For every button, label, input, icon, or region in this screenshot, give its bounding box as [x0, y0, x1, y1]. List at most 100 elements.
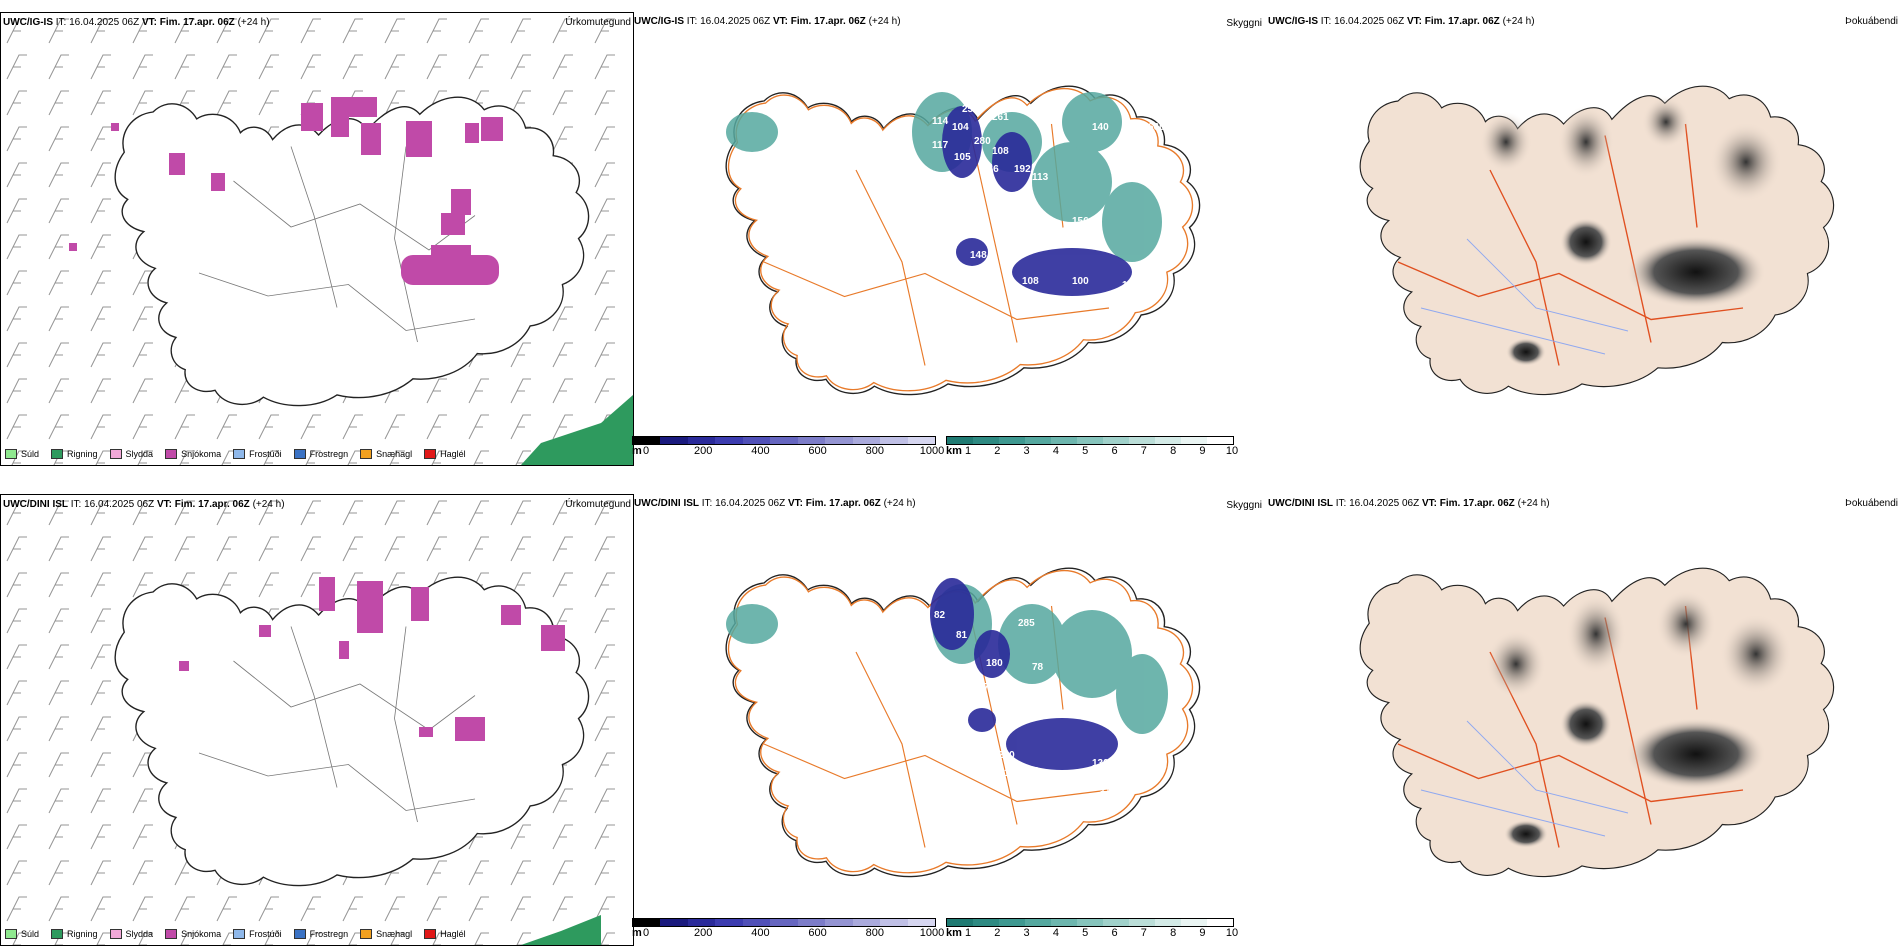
- vis-value-label: 660: [1148, 122, 1165, 133]
- tick-label: 1: [964, 445, 972, 457]
- visibility-panel-top: 114 104 255 261 860 140 660 117 280 108 105 166 192 1…: [632, 12, 1266, 464]
- vis-value-label: 169: [964, 184, 981, 195]
- colorbar-cell: [880, 437, 908, 444]
- colorbar-cell: [687, 919, 716, 926]
- swatch-icon: [109, 449, 122, 459]
- tick-label: 8: [1170, 927, 1177, 939]
- tick-label: 0: [642, 927, 650, 939]
- colorbar-cell: [1025, 919, 1051, 926]
- tick-label: 1000: [919, 445, 945, 457]
- fog-panel-bottom: UWC/DINI ISL IT: 16.04.2025 06Z VT: Fim.…: [1266, 494, 1900, 946]
- colorbar-cell: [999, 437, 1025, 444]
- vis-value-label: 198: [1004, 768, 1021, 779]
- panel-title-precip-top: Úrkomutegund: [565, 17, 631, 28]
- vis-value-label: 114: [932, 116, 949, 127]
- vis-value-label: 81: [972, 276, 984, 287]
- colorbar-cell: [907, 919, 935, 926]
- legend-item: Snæhagl: [360, 449, 412, 459]
- vis-ticks: 1 2 3 4 5 6 7 8 9 10: [964, 445, 1238, 457]
- vis-cells: [946, 436, 1234, 445]
- colorbar-cell: [1025, 437, 1051, 444]
- fog-panel-top: UWC/IG-IS IT: 16.04.2025 06Z VT: Fim. 17…: [1266, 12, 1900, 464]
- tick-label: 400: [751, 927, 770, 939]
- colorbar-cell: [880, 919, 908, 926]
- tick-label: 9: [1199, 445, 1206, 457]
- header-bottom-fog: UWC/DINI ISL IT: 16.04.2025 06Z VT: Fim.…: [1268, 498, 1550, 509]
- swatch-icon: [165, 929, 178, 939]
- cloud-base-ticks: 0 200 400 600 800 1000: [643, 445, 944, 457]
- swatch-icon: [51, 929, 64, 939]
- tick-label: 10: [1225, 927, 1239, 939]
- swatch-icon: [293, 929, 306, 939]
- legend-item: Frostúði: [233, 449, 282, 459]
- colorbar-cell: [1077, 437, 1103, 444]
- vis-value-label: 140: [1032, 788, 1049, 799]
- sea-precip-top: [521, 395, 633, 465]
- vis-value-label: 104: [952, 122, 969, 133]
- tick-label: 5: [1082, 927, 1089, 939]
- legend-item: Slydda: [109, 929, 153, 939]
- legend-item: Frostúði: [233, 929, 282, 939]
- vis-value-label: 860: [1032, 112, 1049, 123]
- precip-map-top: [1, 13, 633, 465]
- tick-label: 1000: [919, 927, 945, 939]
- legend-item: Frostregn: [293, 449, 348, 459]
- tick-label: 1: [964, 927, 972, 939]
- swatch-icon: [360, 449, 373, 459]
- tick-label: 4: [1052, 927, 1059, 939]
- vis-value-label: 192: [1014, 164, 1031, 175]
- colorbar-cell: [633, 437, 661, 444]
- colorbar-cell: [1155, 437, 1181, 444]
- vis-value-label: 82: [934, 610, 946, 621]
- colorbar-cell: [907, 437, 935, 444]
- colorbar-cell: [973, 919, 999, 926]
- vis-unit: km: [946, 927, 962, 939]
- fog-map-bottom: [1359, 567, 1835, 878]
- precip-legend-top: Súld Rigning Slydda Snjókoma Frostúði Fr…: [5, 449, 466, 459]
- cloud-base-unit: m: [632, 445, 642, 457]
- precip-type-panel-bottom: UWC/DINI ISL IT: 16.04.2025 06Z VT: Fim.…: [0, 494, 634, 946]
- tick-label: 3: [1023, 927, 1030, 939]
- vis-colorbar-top: 1 2 3 4 5 6 7 8 9 10 km: [946, 436, 1238, 457]
- legend-item: Snjókoma: [165, 449, 221, 459]
- swatch-icon: [293, 449, 306, 459]
- tick-label: 5: [1082, 445, 1089, 457]
- tick-label: 800: [865, 927, 884, 939]
- legend-item: Snæhagl: [360, 929, 412, 939]
- vis-value-label: 285: [1018, 618, 1035, 629]
- tick-label: 9: [1199, 927, 1206, 939]
- sea-precip-bottom: [521, 915, 601, 945]
- colorbar-cell: [1207, 919, 1233, 926]
- tick-label: 2: [994, 445, 1001, 457]
- vis-value-label: 90: [954, 674, 966, 685]
- colorbar-cell: [825, 919, 853, 926]
- header-bottom-precip: UWC/DINI ISL IT: 16.04.2025 06Z VT: Fim.…: [3, 499, 285, 510]
- vis-value-label: 108: [1022, 276, 1039, 287]
- tick-label: 7: [1140, 927, 1147, 939]
- panel-title-vis-bottom: Skyggni: [1226, 500, 1262, 511]
- precip-legend-bottom: Súld Rigning Slydda Snjókoma Frostúði Fr…: [5, 929, 466, 939]
- legend-item: Frostregn: [293, 929, 348, 939]
- swatch-icon: [51, 449, 64, 459]
- header-top-vis: UWC/IG-IS IT: 16.04.2025 06Z VT: Fim. 17…: [634, 16, 901, 27]
- vis-colorbar-bottom: 1 2 3 4 5 6 7 8 9 10 km: [946, 918, 1238, 939]
- header-bottom-vis: UWC/DINI ISL IT: 16.04.2025 06Z VT: Fim.…: [634, 498, 916, 509]
- vis-value-label: 140: [952, 734, 969, 745]
- colorbar-cell: [1181, 437, 1207, 444]
- colorbar-cell: [1103, 919, 1129, 926]
- fog-shading-bottom: [1486, 590, 1792, 848]
- swatch-icon: [233, 929, 246, 939]
- colorbar-cell: [715, 437, 743, 444]
- vis-value-label: 105: [954, 152, 971, 163]
- colorbar-cell: [687, 437, 716, 444]
- vis-value-label: 166: [982, 164, 999, 175]
- legend-item: Rigning: [51, 449, 98, 459]
- swatch-icon: [5, 929, 17, 939]
- snow-areas-top: [69, 97, 503, 285]
- snow-areas-bottom: [179, 577, 565, 741]
- vis-value-label: 102: [1122, 280, 1139, 291]
- tick-label: 600: [808, 927, 827, 939]
